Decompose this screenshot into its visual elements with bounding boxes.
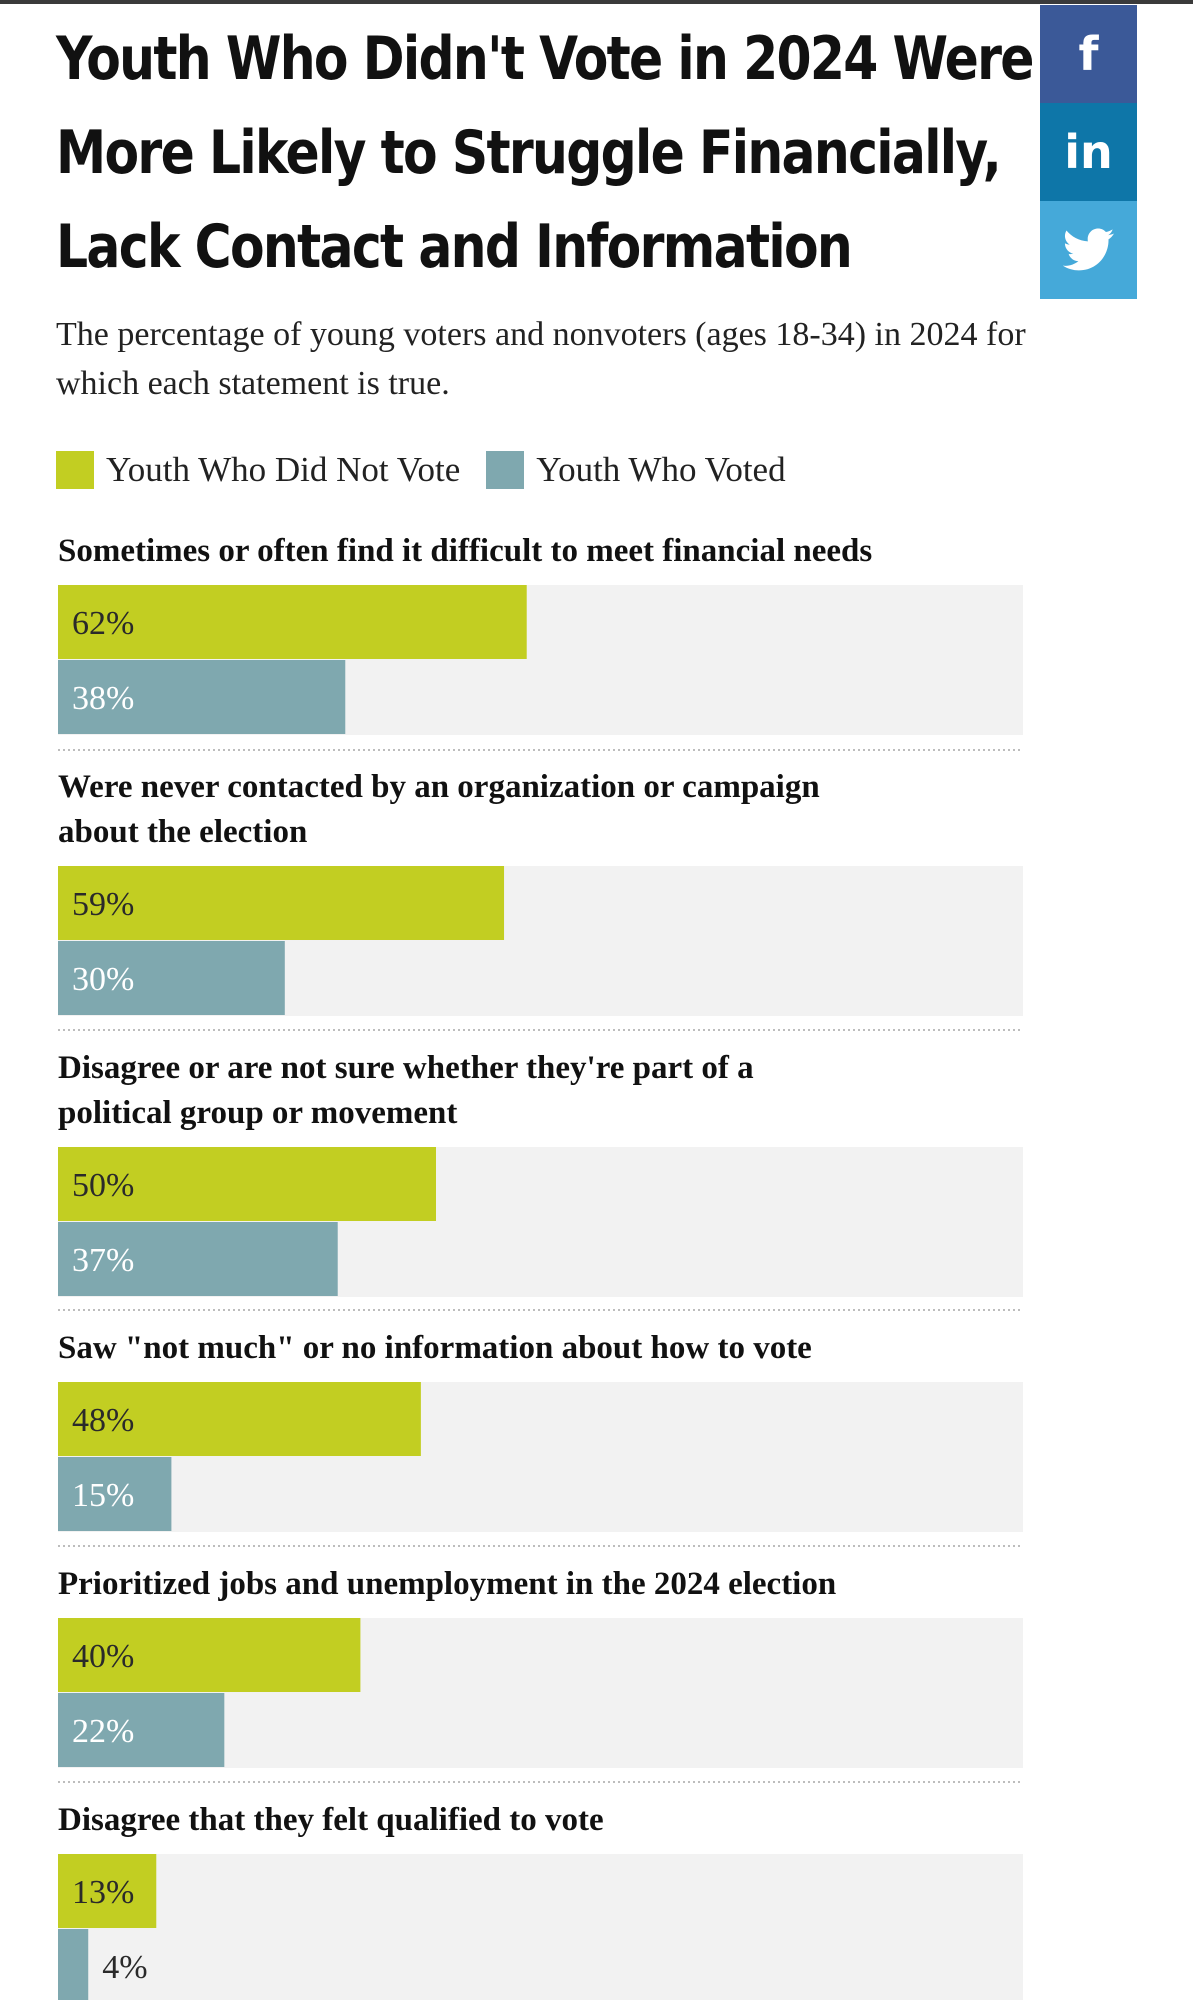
category-label-2: Were never contacted by an organization … bbox=[58, 769, 820, 850]
category-label-3: Disagree or are not sure whether they're… bbox=[58, 1050, 754, 1131]
chart-title: Youth Who Didn't Vote in 2024 Were More … bbox=[56, 24, 1034, 282]
facebook-icon: f bbox=[1078, 27, 1099, 81]
value-label-nonvoter-2: 59% bbox=[72, 886, 134, 923]
bar-voter-5 bbox=[58, 1693, 225, 1767]
value-label-voter-3: 37% bbox=[72, 1242, 134, 1279]
legend-item-voters: Youth Who Voted bbox=[486, 450, 786, 490]
bar-nonvoter-3 bbox=[58, 1147, 436, 1221]
bar-voter-2 bbox=[58, 941, 285, 1015]
category-label-4: Saw "not much" or no information about h… bbox=[58, 1330, 812, 1366]
category-label-6: Disagree that they felt qualified to vot… bbox=[58, 1802, 604, 1838]
value-label-nonvoter-1: 62% bbox=[72, 605, 134, 642]
bar-nonvoter-1 bbox=[58, 585, 527, 659]
bar-nonvoter-6 bbox=[58, 1854, 157, 1928]
twitter-share-button[interactable] bbox=[1040, 201, 1137, 299]
bar-nonvoter-5 bbox=[58, 1618, 361, 1692]
value-label-voter-5: 22% bbox=[72, 1713, 134, 1750]
chart-subtitle: The percentage of young voters and nonvo… bbox=[56, 316, 1026, 402]
bar-voter-6 bbox=[58, 1929, 89, 2000]
chart-legend: Youth Who Did Not Vote Youth Who Voted bbox=[56, 444, 812, 496]
bar-track-6 bbox=[58, 1854, 1023, 2000]
linkedin-icon: in bbox=[1064, 125, 1113, 179]
legend-label-voters: Youth Who Voted bbox=[536, 450, 786, 489]
value-label-nonvoter-4: 48% bbox=[72, 1402, 134, 1439]
value-label-nonvoter-6: 13% bbox=[72, 1874, 134, 1911]
value-label-nonvoter-5: 40% bbox=[72, 1638, 134, 1675]
legend-swatch-voters bbox=[486, 451, 525, 489]
bar-voter-1 bbox=[58, 660, 346, 734]
legend-item-nonvoters: Youth Who Did Not Vote bbox=[56, 450, 460, 490]
category-label-1: Sometimes or often find it difficult to … bbox=[58, 533, 872, 569]
bar-nonvoter-2 bbox=[58, 866, 505, 940]
category-label-5: Prioritized jobs and unemployment in the… bbox=[58, 1566, 836, 1602]
share-buttons: f in bbox=[1040, 5, 1137, 299]
bar-voter-4 bbox=[58, 1457, 172, 1531]
bar-voter-3 bbox=[58, 1222, 338, 1296]
value-label-voter-1: 38% bbox=[72, 680, 134, 717]
value-label-voter-6: 4% bbox=[102, 1949, 147, 1986]
top-border bbox=[0, 0, 1193, 4]
linkedin-share-button[interactable]: in bbox=[1040, 103, 1137, 201]
legend-label-nonvoters: Youth Who Did Not Vote bbox=[106, 450, 461, 489]
twitter-bird-icon bbox=[1062, 228, 1114, 271]
bar-nonvoter-4 bbox=[58, 1382, 421, 1456]
legend-swatch-nonvoters bbox=[56, 451, 94, 489]
value-label-nonvoter-3: 50% bbox=[72, 1167, 134, 1204]
value-label-voter-4: 15% bbox=[72, 1477, 134, 1514]
value-label-voter-2: 30% bbox=[72, 961, 134, 998]
facebook-share-button[interactable]: f bbox=[1040, 5, 1137, 103]
